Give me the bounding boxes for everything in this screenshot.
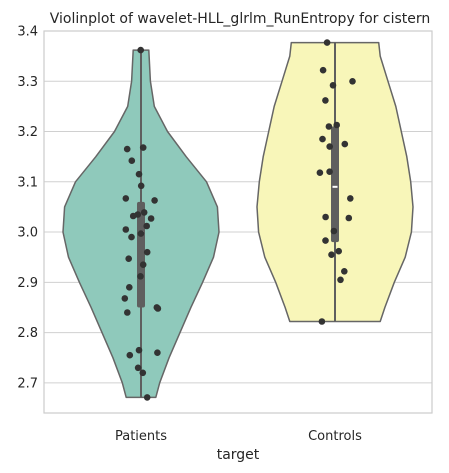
data-point bbox=[122, 226, 130, 233]
iqr-box bbox=[137, 201, 145, 308]
data-point bbox=[143, 248, 151, 256]
data-point bbox=[128, 157, 136, 164]
data-point bbox=[137, 182, 145, 190]
data-point bbox=[323, 39, 331, 46]
data-point bbox=[134, 364, 142, 372]
data-point bbox=[135, 170, 143, 178]
x-tick-label: Controls bbox=[308, 429, 362, 444]
data-point bbox=[326, 143, 334, 150]
data-point bbox=[322, 97, 329, 104]
data-point bbox=[124, 309, 131, 316]
data-point bbox=[126, 284, 133, 291]
data-point bbox=[137, 273, 144, 280]
data-point bbox=[326, 168, 333, 175]
data-point bbox=[123, 145, 131, 153]
data-point bbox=[337, 276, 344, 284]
y-tick-label: 3.2 bbox=[17, 125, 38, 140]
data-point bbox=[154, 305, 162, 312]
data-point bbox=[139, 369, 147, 377]
data-point bbox=[325, 123, 333, 130]
data-point bbox=[341, 140, 349, 148]
y-tick-label: 2.9 bbox=[17, 276, 38, 291]
data-point bbox=[322, 237, 329, 244]
data-point bbox=[139, 144, 147, 151]
data-point bbox=[137, 46, 144, 54]
chart-title: Violinplot of wavelet-HLL_glrlm_RunEntro… bbox=[50, 11, 431, 27]
y-tick-label: 2.7 bbox=[17, 376, 38, 391]
data-point bbox=[319, 135, 326, 143]
violins bbox=[62, 41, 414, 399]
data-point bbox=[318, 318, 326, 325]
y-tick-label: 3.4 bbox=[17, 25, 38, 40]
data-point bbox=[143, 222, 150, 230]
data-point bbox=[322, 213, 329, 221]
x-tick-label: Patients bbox=[115, 429, 167, 444]
data-point bbox=[316, 169, 324, 176]
data-point bbox=[139, 261, 147, 269]
plot-frame bbox=[43, 30, 433, 414]
data-point bbox=[135, 346, 143, 354]
y-tick-labels: 2.7 2.8 2.9 3.0 3.1 3.2 3.3 3.4 bbox=[17, 25, 38, 392]
data-point bbox=[122, 195, 130, 202]
data-point bbox=[121, 295, 129, 302]
data-point bbox=[129, 212, 137, 220]
data-point bbox=[128, 233, 135, 241]
data-point bbox=[143, 394, 151, 401]
data-point bbox=[345, 214, 353, 222]
data-points bbox=[121, 39, 356, 401]
data-point bbox=[126, 351, 134, 359]
y-tick-label: 2.8 bbox=[17, 326, 38, 341]
x-tick-labels: Patients Controls bbox=[115, 429, 362, 444]
data-point bbox=[330, 227, 338, 235]
data-point bbox=[140, 209, 148, 216]
data-point bbox=[328, 251, 335, 258]
data-point bbox=[151, 197, 158, 204]
data-point bbox=[147, 215, 155, 222]
data-point bbox=[319, 66, 327, 74]
data-point bbox=[341, 268, 348, 275]
y-tick-label: 3.1 bbox=[17, 175, 38, 190]
y-tick-label: 3.3 bbox=[17, 75, 38, 90]
y-tick-label: 3.0 bbox=[17, 226, 38, 241]
data-point bbox=[347, 195, 354, 202]
data-point bbox=[329, 82, 337, 89]
data-point bbox=[349, 78, 356, 85]
data-point bbox=[335, 247, 343, 255]
data-point bbox=[137, 230, 145, 237]
data-point bbox=[125, 255, 132, 262]
iqr-box bbox=[331, 126, 339, 243]
x-axis-label: target bbox=[217, 447, 260, 463]
data-point bbox=[333, 121, 341, 129]
data-point bbox=[154, 349, 161, 357]
